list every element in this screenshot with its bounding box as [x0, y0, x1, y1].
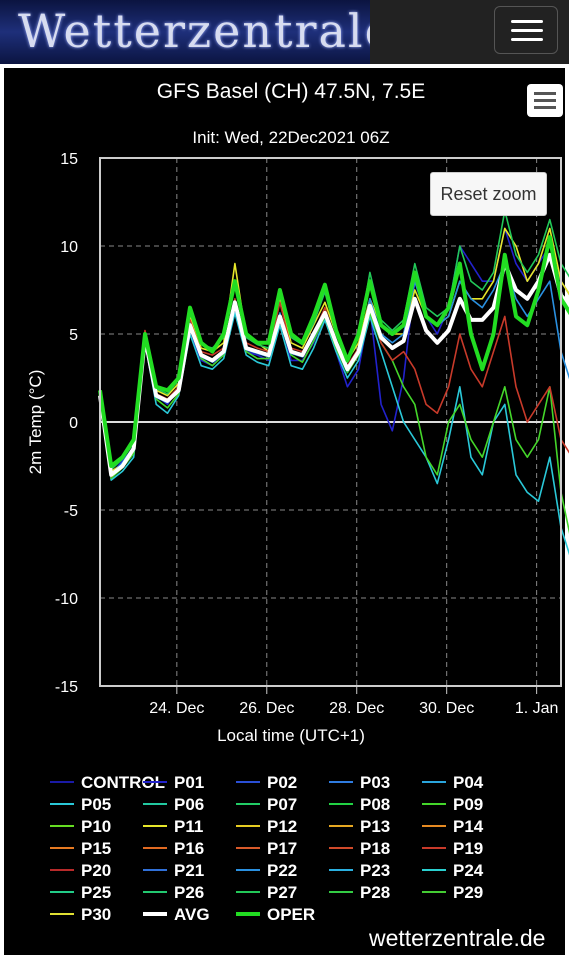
legend-label-p16: P16 — [174, 839, 204, 858]
x-tick-label: 24. Dec — [149, 700, 204, 717]
legend-label-p14: P14 — [453, 817, 484, 836]
legend-label-p07: P07 — [267, 795, 297, 814]
site-logo[interactable]: Wetterzentrale — [0, 0, 370, 64]
x-tick-label: 28. Dec — [329, 700, 384, 717]
legend-label-p26: P26 — [174, 883, 204, 902]
chart-title: GFS Basel (CH) 47.5N, 7.5E — [157, 80, 425, 103]
x-tick-label: 30. Dec — [419, 700, 474, 717]
y-axis-label: 2m Temp (°C) — [26, 370, 45, 475]
series-line-p05 — [99, 312, 569, 556]
legend-label-p11: P11 — [174, 817, 203, 836]
y-tick-label: 10 — [60, 239, 78, 256]
x-axis-label: Local time (UTC+1) — [217, 726, 365, 745]
legend-label-p30: P30 — [81, 905, 111, 924]
y-tick-label: 15 — [60, 151, 78, 168]
legend-label-p24: P24 — [453, 861, 484, 880]
series-line-oper — [98, 235, 569, 468]
legend-label-p22: P22 — [267, 861, 297, 880]
series-line-avg — [98, 252, 569, 477]
legend-label-p10: P10 — [81, 817, 111, 836]
legend-label-p15: P15 — [81, 839, 111, 858]
header-divider — [0, 64, 569, 67]
y-tick-label: -5 — [64, 503, 78, 520]
legend-label-p28: P28 — [360, 883, 390, 902]
site-credit: wetterzentrale.de — [369, 925, 546, 951]
legend-label-p18: P18 — [360, 839, 390, 858]
legend-label-p27: P27 — [267, 883, 297, 902]
legend-label-p13: P13 — [360, 817, 390, 836]
legend-label-p25: P25 — [81, 883, 111, 902]
legend-label-p03: P03 — [360, 773, 390, 792]
series-line-p09 — [99, 304, 569, 534]
y-tick-label: 0 — [69, 415, 78, 432]
legend-label-p23: P23 — [360, 861, 390, 880]
reset-zoom-button[interactable]: Reset zoom — [430, 172, 547, 216]
y-tick-label: -10 — [55, 591, 78, 608]
legend-label-p17: P17 — [267, 839, 297, 858]
legend-label-p21: P21 — [174, 861, 204, 880]
x-tick-label: 1. Jan — [515, 700, 559, 717]
series-line-p01 — [99, 227, 569, 476]
legend-label-p06: P06 — [174, 795, 204, 814]
y-tick-label: 5 — [69, 327, 78, 344]
legend-label-avg: AVG — [174, 905, 210, 924]
x-tick-label: 26. Dec — [239, 700, 294, 717]
series-line-p11 — [99, 227, 569, 473]
logo-text: Wetterzentrale — [18, 4, 370, 58]
y-tick-label: -15 — [55, 679, 78, 696]
legend-label-p29: P29 — [453, 883, 483, 902]
legend-label-p12: P12 — [267, 817, 297, 836]
hamburger-menu-icon[interactable] — [494, 6, 558, 54]
legend-label-p02: P02 — [267, 773, 297, 792]
legend-label-control: CONTROL — [81, 773, 165, 792]
legend-label-p08: P08 — [360, 795, 390, 814]
legend-label-p20: P20 — [81, 861, 111, 880]
chart-subtitle: Init: Wed, 22Dec2021 06Z — [192, 128, 389, 147]
legend-label-p09: P09 — [453, 795, 483, 814]
plot-border — [99, 157, 562, 687]
chart-context-menu-icon[interactable] — [527, 84, 563, 117]
legend-label-p05: P05 — [81, 795, 111, 814]
legend-label-oper: OPER — [267, 905, 315, 924]
top-navigation-bar: Wetterzentrale — [0, 0, 569, 64]
legend-label-p04: P04 — [453, 773, 484, 792]
legend-label-p19: P19 — [453, 839, 483, 858]
legend-label-p01: P01 — [174, 773, 204, 792]
